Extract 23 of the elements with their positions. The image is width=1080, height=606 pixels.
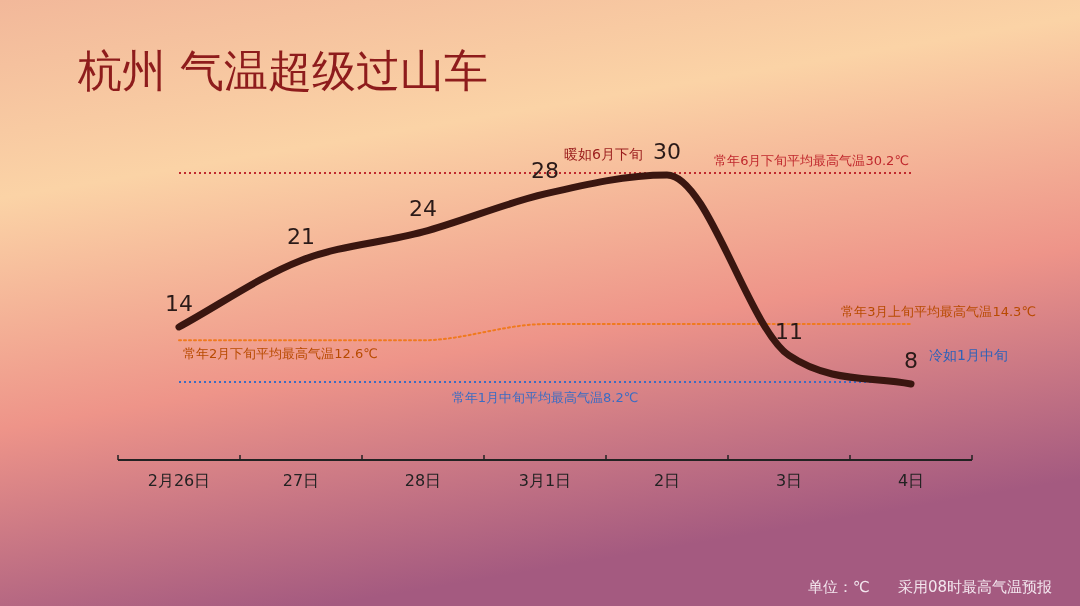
chart-title: 杭州 气温超级过山车 bbox=[77, 45, 488, 96]
x-tick-label: 28日 bbox=[404, 471, 442, 490]
annotation: 冷如1月中旬 bbox=[929, 346, 1008, 363]
ref-line-label: 常年1月中旬平均最高气温8.2℃ bbox=[451, 390, 639, 406]
data-label: 21 bbox=[287, 224, 315, 250]
x-tick-label: 2日 bbox=[653, 471, 681, 490]
text: 单位：℃ bbox=[808, 578, 870, 596]
text: 采用08时最高气温预报 bbox=[897, 578, 1052, 596]
x-tick-label: 27日 bbox=[282, 471, 320, 490]
x-tick-label: 4日 bbox=[897, 471, 925, 490]
data-label: 14 bbox=[165, 290, 193, 316]
data-label: 24 bbox=[409, 195, 437, 221]
data-label: 11 bbox=[775, 319, 803, 345]
data-label: 28 bbox=[531, 157, 559, 183]
data-label: 8 bbox=[904, 347, 918, 373]
data-label: 30 bbox=[653, 138, 681, 164]
annotation: 常年2月下旬平均最高气温12.6℃ bbox=[183, 346, 378, 362]
annotation: 常年3月上旬平均最高气温14.3℃ bbox=[841, 304, 1036, 320]
annotation: 暖如6月下旬 bbox=[564, 145, 643, 162]
x-tick-label: 3日 bbox=[775, 471, 803, 490]
x-tick-label: 2月26日 bbox=[147, 471, 211, 490]
ref-line-label: 常年6月下旬平均最高气温30.2℃ bbox=[714, 153, 909, 168]
x-tick-label: 3月1日 bbox=[518, 471, 572, 490]
